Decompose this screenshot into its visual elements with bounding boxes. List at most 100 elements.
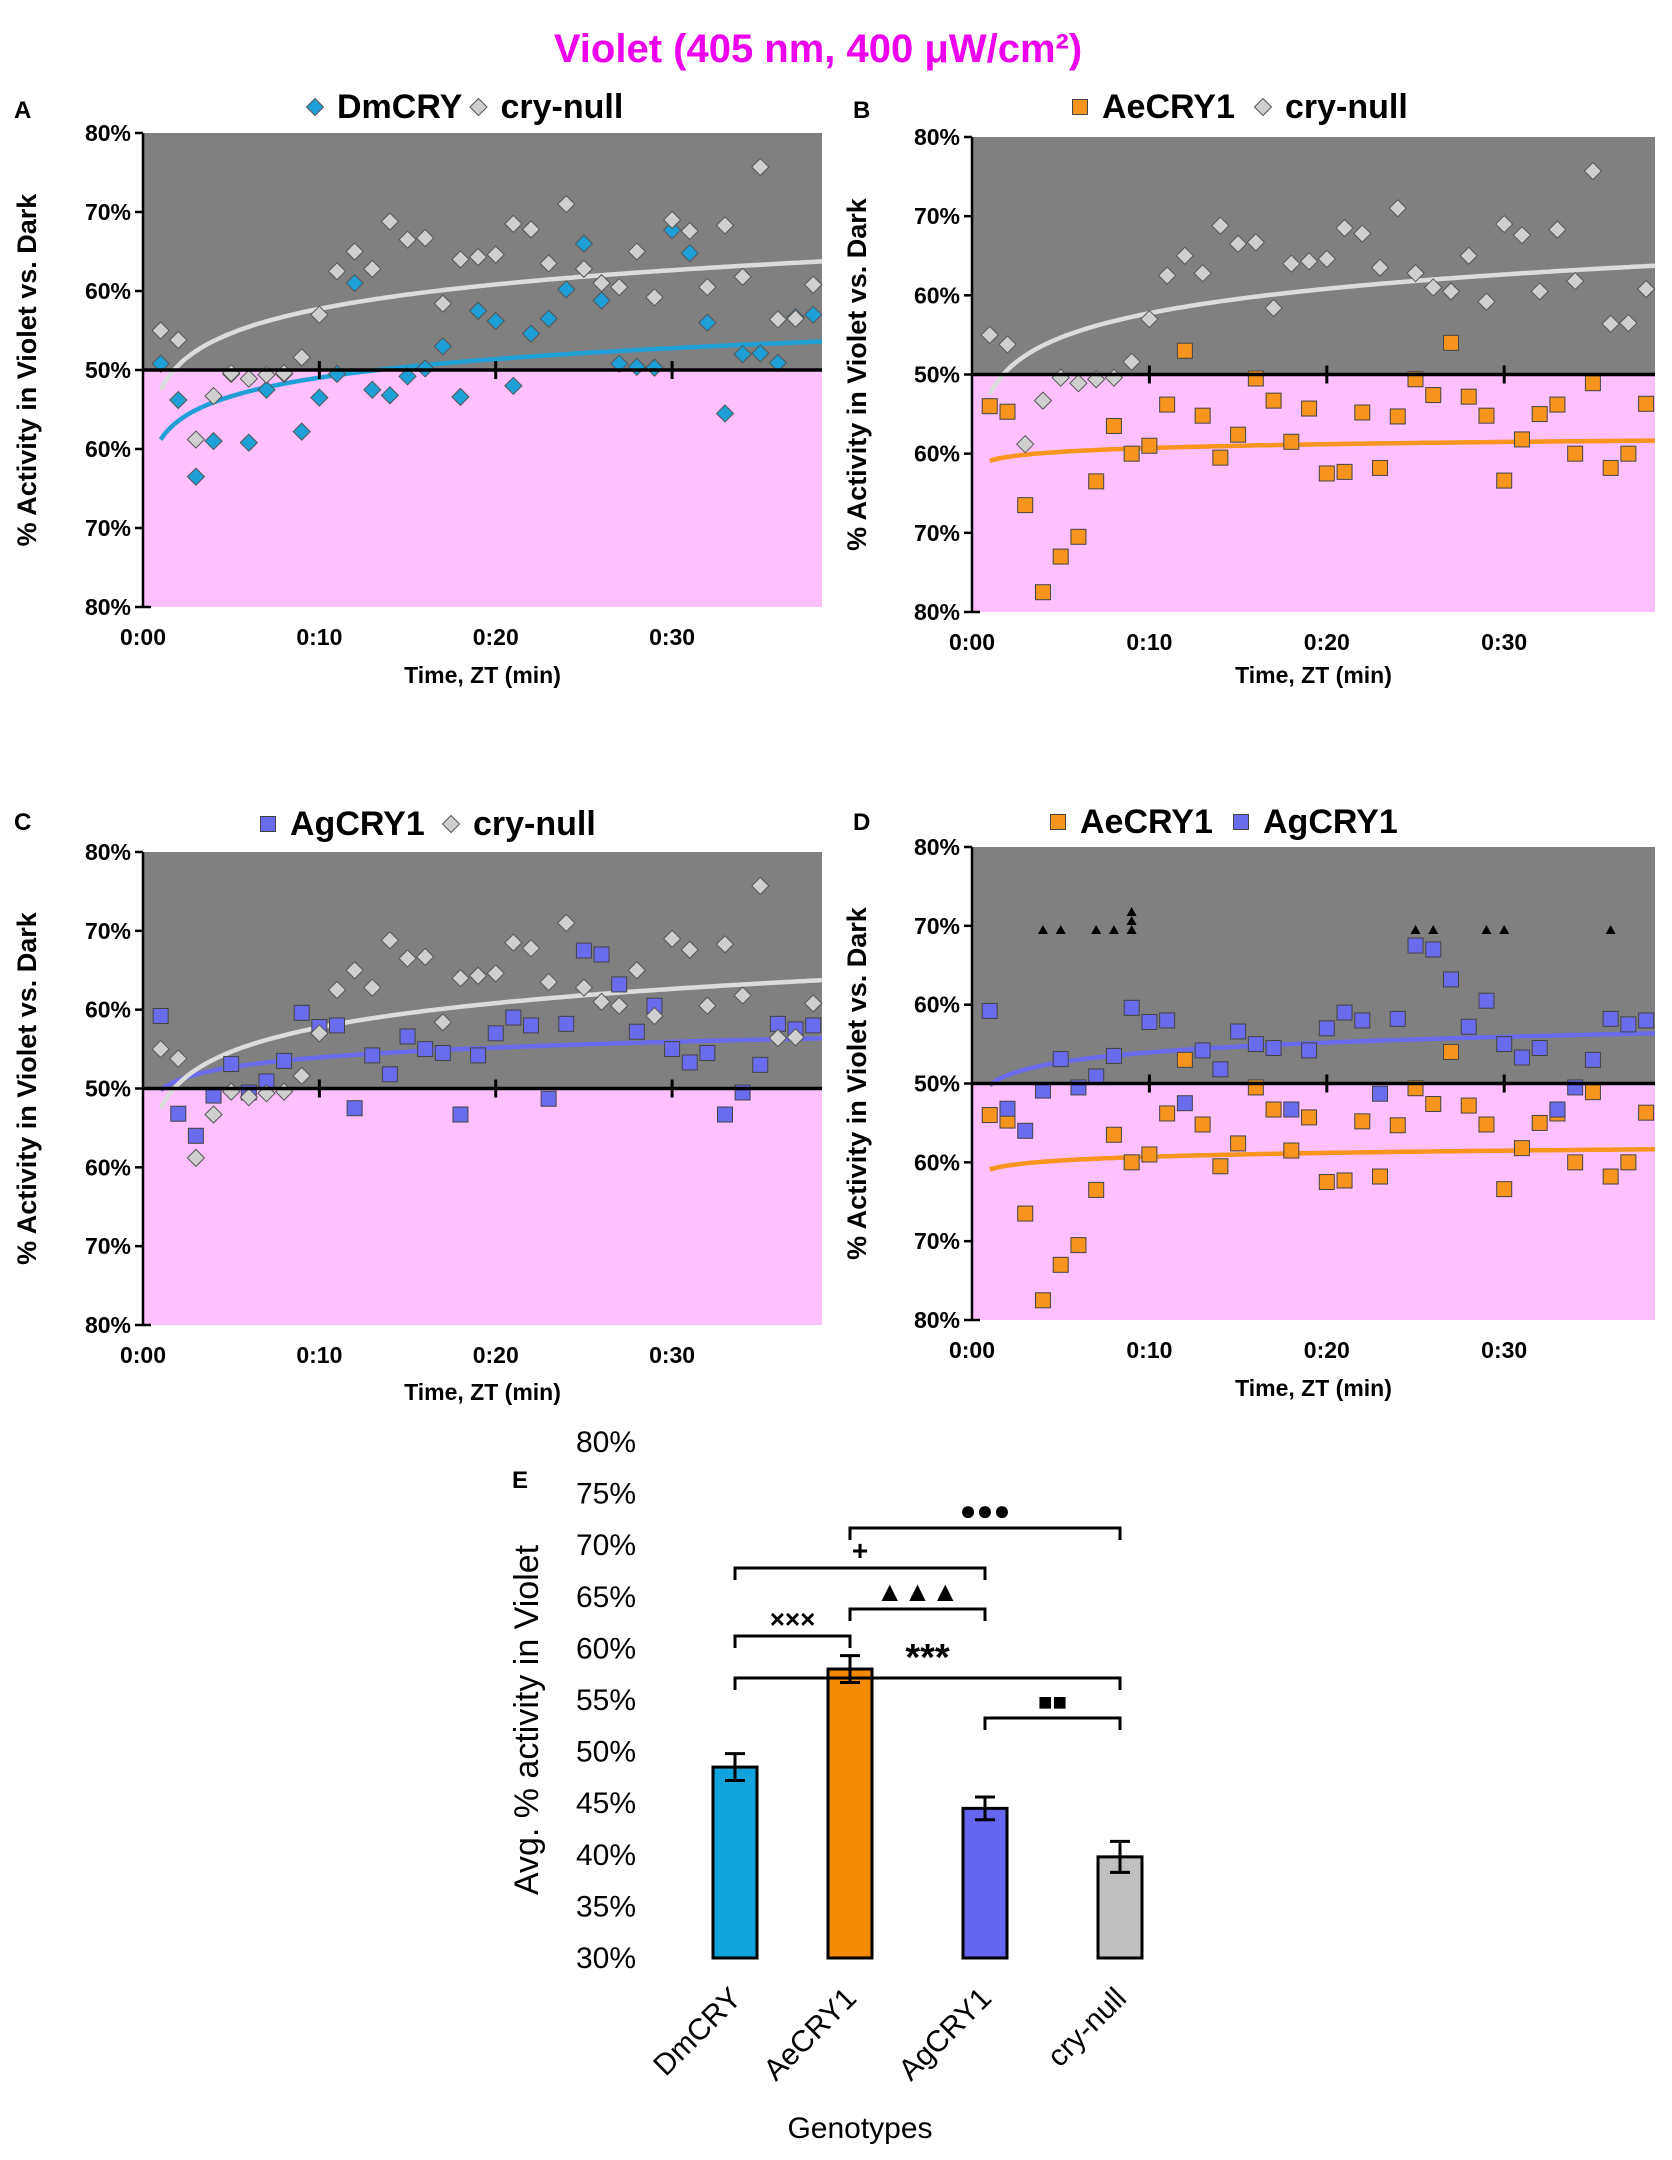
- data-point: [1425, 941, 1442, 958]
- significance-marker: [1428, 925, 1439, 934]
- data-point: [558, 1015, 575, 1032]
- series-dmcry: [151, 220, 823, 486]
- data-point: [1496, 1181, 1513, 1198]
- legend-label: cry-null: [501, 88, 624, 126]
- data-point: [1460, 388, 1477, 405]
- figure-title: Violet (405 nm, 400 μW/cm²): [554, 27, 1082, 71]
- data-point: [627, 242, 647, 261]
- data-point: [1034, 1292, 1051, 1309]
- y-tick-label: 50%: [914, 1071, 960, 1097]
- data-point: [151, 354, 170, 373]
- y-axis-title: Avg. % activity in Violet: [508, 1544, 546, 1895]
- data-point: [1301, 400, 1318, 417]
- data-point: [1620, 1154, 1637, 1171]
- data-point: [999, 403, 1016, 420]
- legend-label: DmCRY: [337, 88, 463, 126]
- data-point: [1265, 1101, 1282, 1118]
- data-point: [1069, 374, 1088, 393]
- data-point: [1265, 1040, 1282, 1057]
- data-point: [698, 277, 717, 297]
- significance-marker: [1481, 925, 1492, 934]
- data-point: [521, 324, 541, 343]
- significance-bracket: [733, 1676, 1122, 1690]
- data-point: [434, 1045, 451, 1062]
- y-tick-label: 50%: [576, 1736, 636, 1769]
- data-point: [1513, 1049, 1530, 1066]
- dark-region: [972, 137, 1655, 375]
- significance-marker: [1091, 925, 1102, 934]
- data-point: [186, 1148, 206, 1168]
- data-point: [1194, 1116, 1211, 1133]
- data-point: [1424, 278, 1443, 297]
- data-point: [1602, 1010, 1619, 1027]
- data-point: [1602, 1168, 1619, 1185]
- data-point: [1530, 282, 1549, 301]
- y-tick-label: 60%: [914, 1149, 960, 1175]
- data-point: [981, 1107, 998, 1124]
- y-tick-label: 80%: [85, 839, 131, 865]
- panel-label: B: [853, 97, 870, 124]
- data-point: [751, 876, 770, 896]
- data-point: [698, 313, 717, 332]
- data-point: [1513, 1140, 1530, 1157]
- data-point: [539, 972, 558, 992]
- trend-line-agcry1: [988, 1031, 1656, 1087]
- data-point: [1088, 1181, 1105, 1198]
- data-point: [470, 1047, 487, 1064]
- x-tick-label: DmCRY: [647, 1982, 748, 2083]
- data-point: [1567, 1154, 1584, 1171]
- significance-bracket: [848, 1607, 987, 1621]
- data-point: [380, 386, 400, 405]
- data-point: [999, 1100, 1016, 1117]
- data-point: [1619, 313, 1638, 333]
- data-point: [1016, 434, 1035, 454]
- data-point: [539, 309, 558, 328]
- data-point: [1017, 1122, 1034, 1139]
- data-point: [609, 354, 629, 373]
- legend-marker: [260, 816, 276, 832]
- y-tick-label: 60%: [85, 436, 131, 462]
- data-point: [239, 433, 259, 452]
- data-point: [363, 978, 382, 997]
- panel-label: A: [14, 97, 31, 124]
- y-tick-label: 60%: [85, 1154, 131, 1180]
- data-point: [1052, 548, 1069, 565]
- y-tick-label: 80%: [914, 1307, 960, 1333]
- data-point: [257, 380, 276, 399]
- x-tick-label: 0:20: [473, 1342, 519, 1368]
- data-point: [1140, 309, 1159, 329]
- data-point: [398, 230, 417, 249]
- data-point: [715, 935, 735, 954]
- data-point: [1017, 497, 1034, 514]
- data-point: [733, 267, 752, 286]
- data-point: [1176, 1095, 1193, 1112]
- legend-label: cry-null: [1285, 88, 1408, 126]
- data-point: [169, 390, 188, 410]
- data-point: [186, 430, 206, 449]
- data-point: [1638, 395, 1655, 412]
- trend-line-cry-null: [158, 977, 823, 1110]
- data-point: [452, 1106, 469, 1123]
- data-point: [169, 1049, 188, 1068]
- data-point: [486, 964, 505, 983]
- x-axis-title: Genotypes: [787, 2112, 932, 2145]
- y-axis-title: % Activity in Violet vs. Dark: [12, 193, 42, 547]
- y-tick-label: 70%: [85, 199, 131, 225]
- data-point: [1459, 246, 1478, 265]
- data-point: [345, 961, 364, 980]
- panel-c: 80% 70% 60% 50% 60% 70% 80% 0:00 0:10 0:20 0:30 Tim…: [12, 805, 823, 1405]
- data-point: [768, 1028, 788, 1048]
- series-cry-null: [151, 876, 823, 1168]
- data-point: [575, 942, 592, 959]
- data-point: [786, 1028, 805, 1047]
- y-tick-label: 50%: [85, 1076, 131, 1102]
- significance-marker: [1055, 925, 1066, 934]
- data-point: [1425, 1095, 1442, 1112]
- data-point: [645, 288, 664, 307]
- data-point: [1318, 465, 1335, 482]
- legend-label: AeCRY1: [1080, 803, 1213, 841]
- data-point: [451, 968, 470, 988]
- data-point: [1620, 1016, 1637, 1033]
- legend-label: AgCRY1: [1263, 803, 1398, 841]
- x-tick-label: AgCRY1: [892, 1982, 997, 2087]
